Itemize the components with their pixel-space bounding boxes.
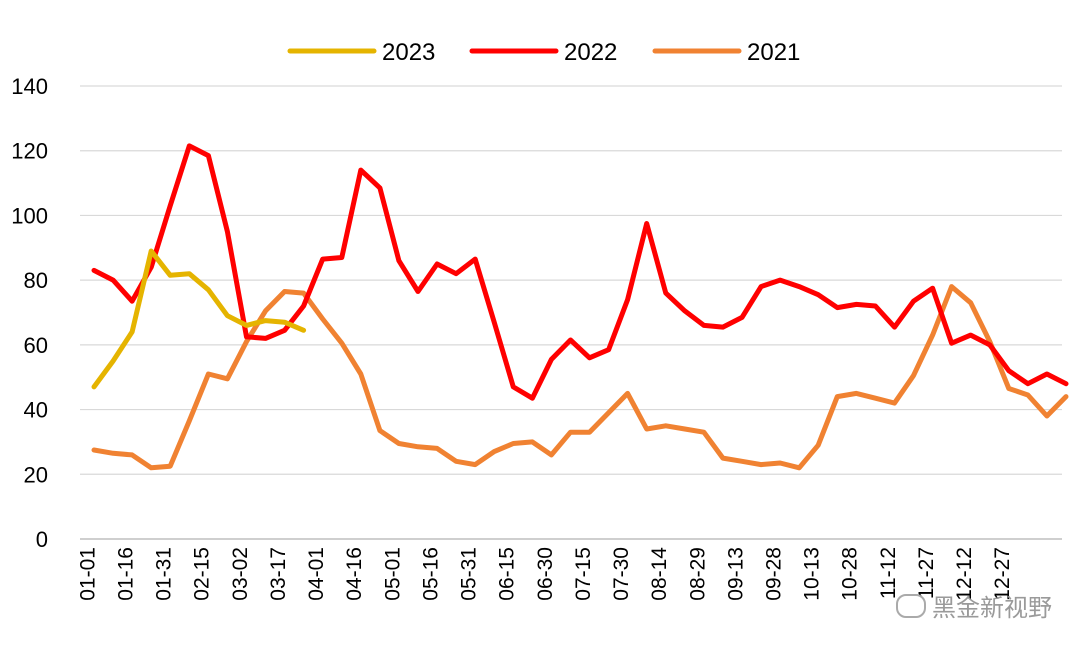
x-tick-label: 01-01 — [76, 547, 99, 601]
x-tick-label: 12-27 — [991, 547, 1014, 601]
x-tick-label: 09-13 — [724, 547, 747, 601]
series-lines — [91, 143, 1069, 471]
series-line-2022 — [91, 143, 1069, 401]
y-tick-label: 0 — [36, 527, 48, 552]
y-tick-label: 60 — [24, 333, 48, 358]
series-line-2023 — [91, 248, 307, 390]
x-tick-label: 02-15 — [191, 547, 214, 601]
x-tick-label: 03-17 — [267, 547, 290, 601]
x-tick-label: 07-15 — [572, 547, 595, 601]
y-tick-label: 20 — [24, 462, 48, 487]
x-tick-label: 04-16 — [343, 547, 366, 601]
x-tick-label: 05-01 — [381, 547, 404, 601]
y-tick-label: 80 — [24, 268, 48, 293]
x-tick-label: 08-29 — [686, 547, 709, 601]
x-tick-label: 05-16 — [419, 547, 442, 601]
y-tick-label: 120 — [11, 139, 48, 164]
x-axis-ticks: 01-01 01-16 01-31 02-15 03-02 03-17 04-01 04-16… — [76, 547, 1014, 601]
legend-label: 2023 — [382, 39, 435, 66]
legend: 2023 2022 2021 — [287, 39, 800, 66]
y-axis-ticks: 0 20 40 60 80 100 120 140 — [11, 74, 48, 552]
x-tick-label: 07-30 — [610, 547, 633, 601]
x-tick-label: 12-12 — [953, 547, 976, 601]
watermark-text: 黑金新视野 — [932, 594, 1052, 622]
x-tick-label: 01-31 — [153, 547, 176, 601]
x-tick-label: 11-12 — [877, 547, 900, 599]
x-tick-label: 04-01 — [305, 547, 328, 601]
legend-label: 2021 — [747, 39, 800, 66]
y-tick-label: 40 — [24, 398, 48, 423]
x-tick-label: 10-13 — [801, 547, 824, 601]
watermark: 黑金新视野 — [896, 588, 1052, 623]
wechat-icon — [896, 593, 926, 618]
y-tick-label: 100 — [11, 203, 48, 228]
legend-label: 2022 — [564, 39, 617, 66]
series-line-2021 — [91, 284, 1069, 471]
y-tick-label: 140 — [11, 74, 48, 99]
x-tick-label: 05-31 — [458, 547, 481, 601]
x-tick-label: 10-28 — [839, 547, 862, 601]
x-tick-label: 11-27 — [915, 547, 938, 599]
x-tick-label: 06-30 — [534, 547, 557, 601]
x-tick-label: 06-15 — [496, 547, 519, 601]
x-tick-label: 03-02 — [229, 547, 252, 601]
x-tick-label: 08-14 — [648, 547, 671, 601]
x-tick-label: 09-28 — [762, 547, 785, 601]
x-tick-label: 01-16 — [114, 547, 137, 601]
